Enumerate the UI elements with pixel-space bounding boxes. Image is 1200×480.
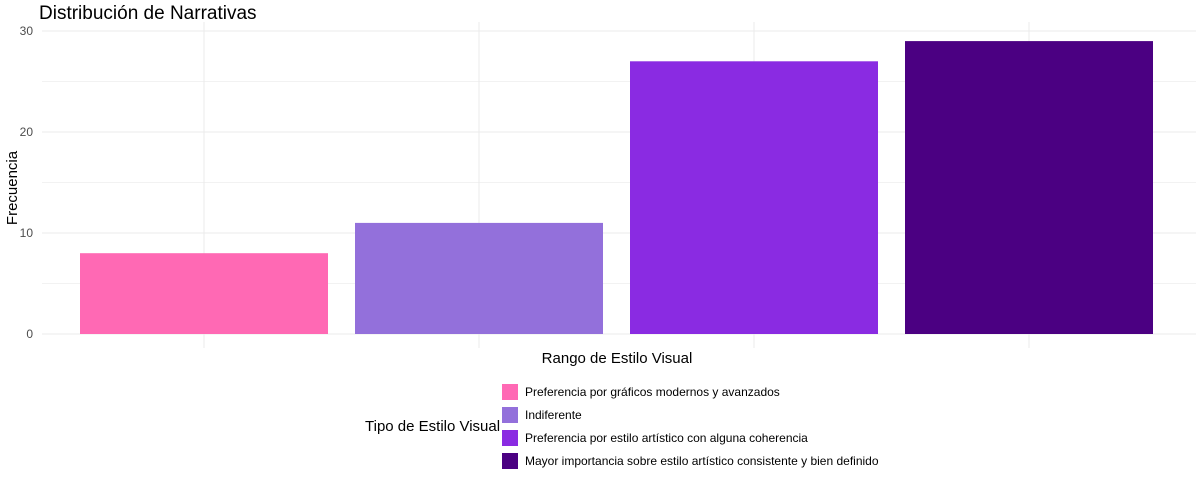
y-tick-label: 30	[20, 24, 34, 38]
bar	[355, 223, 603, 334]
chart-title: Distribución de Narrativas	[39, 3, 257, 24]
legend-label: Mayor importancia sobre estilo artístico…	[525, 454, 879, 468]
legend-key	[502, 407, 518, 423]
legend-key	[502, 430, 518, 446]
y-tick-label: 10	[20, 226, 34, 240]
legend-key	[502, 453, 518, 469]
legend-label: Preferencia por estilo artístico con alg…	[525, 431, 808, 445]
legend-title: Tipo de Estilo Visual	[365, 418, 500, 435]
bar	[905, 41, 1153, 334]
bar	[630, 61, 878, 334]
legend: Tipo de Estilo Visual Preferencia por gr…	[365, 384, 879, 469]
y-axis-ticks: 0 10 20 30	[20, 24, 34, 341]
legend-label: Indiferente	[525, 408, 582, 422]
legend-key	[502, 384, 518, 400]
y-tick-label: 20	[20, 125, 34, 139]
legend-label: Preferencia por gráficos modernos y avan…	[525, 385, 780, 399]
y-tick-label: 0	[26, 327, 33, 341]
y-axis-title: Frecuencia	[4, 150, 21, 225]
bar	[80, 253, 328, 334]
x-axis-title: Rango de Estilo Visual	[542, 350, 693, 367]
bars	[80, 41, 1153, 334]
